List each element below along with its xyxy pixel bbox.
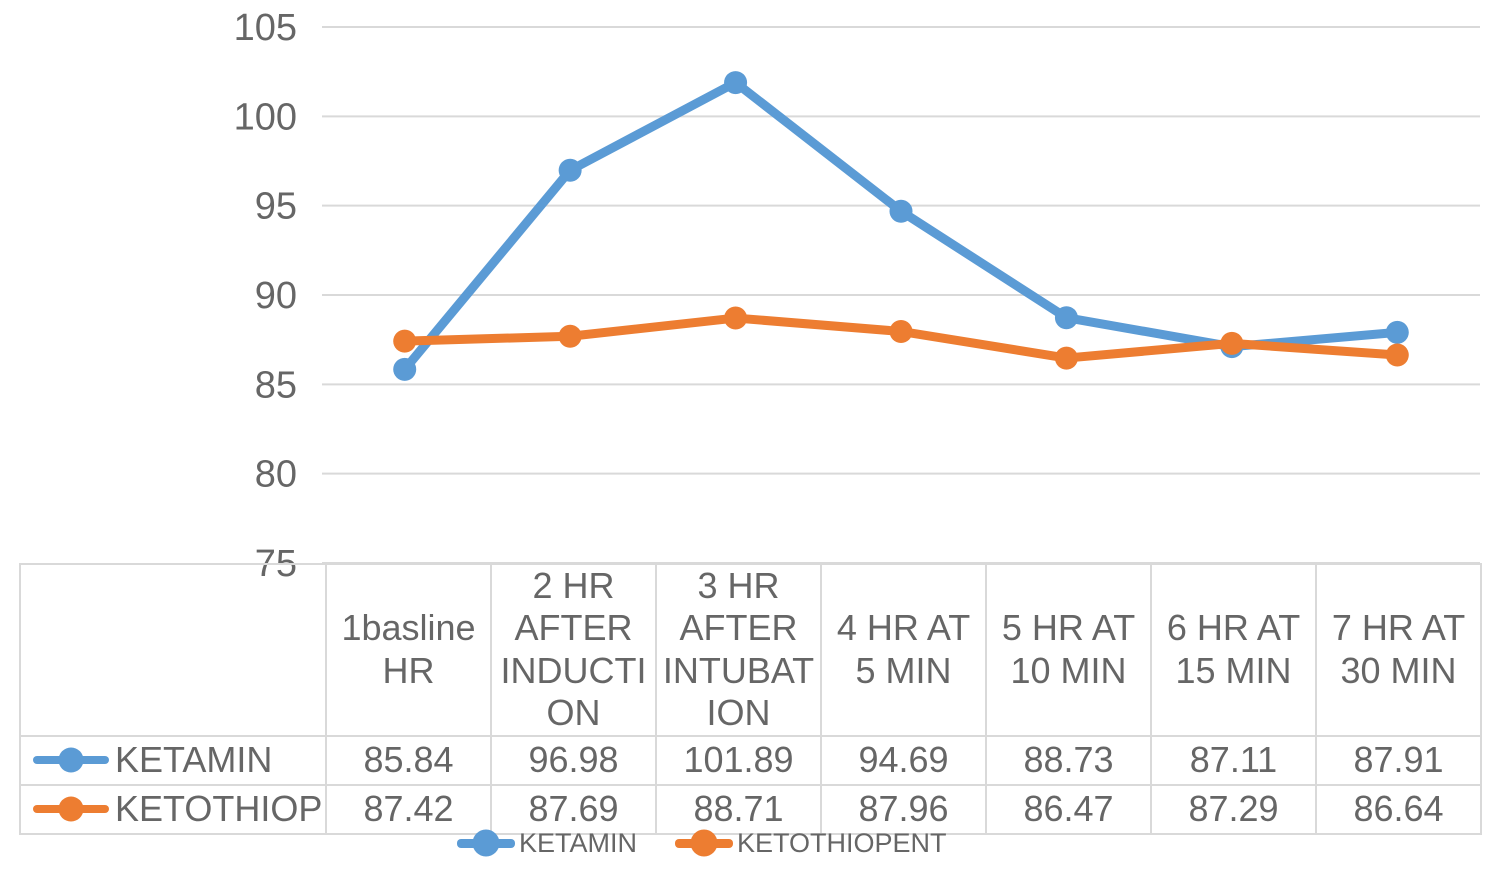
table-header-row: 1basline HR 2 HR AFTER INDUCTION 3 HR AF… [19, 563, 1482, 737]
y-axis-tick-label: 80 [255, 454, 297, 496]
table-cell: 96.98 [490, 734, 657, 786]
column-header: 7 HR AT 30 MIN [1315, 563, 1482, 737]
y-axis-tick-label: 100 [234, 96, 297, 138]
table-cell: 87.96 [820, 783, 987, 835]
table-cell: 87.91 [1315, 734, 1482, 786]
table-cell: 88.73 [985, 734, 1152, 786]
column-header: 3 HR AFTER INTUBATION [655, 563, 822, 737]
data-point-marker-ketamin [1385, 320, 1409, 344]
legend-label: KETOTHIOPENT [737, 828, 947, 858]
data-point-marker-ketamin [393, 357, 417, 381]
data-point-marker-ketothiopent [1054, 346, 1078, 370]
table-cell: 86.64 [1315, 783, 1482, 835]
legend-label: KETAMIN [519, 828, 638, 858]
table-cell: 94.69 [820, 734, 987, 786]
table-cell: 86.47 [985, 783, 1152, 835]
column-header: 1basline HR [325, 563, 492, 737]
table-cell: 87.42 [325, 783, 492, 835]
data-point-marker-ketothiopent [393, 329, 417, 353]
legend-item-ketothiopent: KETOTHIOPENT [675, 827, 947, 859]
column-header: 2 HR AFTER INDUCTION [490, 563, 657, 737]
chart-data-table: 1basline HR 2 HR AFTER INDUCTION 3 HR AF… [19, 563, 1482, 835]
line-marker-icon [457, 838, 515, 848]
y-axis-tick-label: 95 [255, 186, 297, 228]
y-axis-tick-label: 90 [255, 275, 297, 317]
chart-legend: KETAMIN KETOTHIOPENT [457, 827, 947, 859]
data-point-marker-ketamin [889, 199, 913, 223]
data-point-marker-ketamin [724, 71, 748, 95]
table-cell: 88.71 [655, 783, 822, 835]
series-label-cell: KETOTHIOPENT [19, 783, 327, 835]
y-axis-tick-label: 105 [234, 7, 297, 49]
data-point-marker-ketamin [1054, 306, 1078, 330]
table-cell: 87.69 [490, 783, 657, 835]
table-row-ketothiopent: KETOTHIOPENT 87.42 87.69 88.71 87.96 86.… [19, 783, 1482, 835]
data-point-marker-ketamin [558, 158, 582, 182]
series-name: KETOTHIOPENT [115, 788, 324, 830]
column-header: 5 HR AT 10 MIN [985, 563, 1152, 737]
data-point-marker-ketothiopent [724, 306, 748, 330]
line-marker-icon [33, 805, 109, 814]
data-point-marker-ketothiopent [1220, 331, 1244, 355]
table-corner-cell [19, 563, 327, 737]
line-marker-icon [675, 838, 734, 848]
legend-item-ketamin: KETAMIN [457, 827, 637, 859]
table-cell: 87.11 [1150, 734, 1317, 786]
table-cell: 85.84 [325, 734, 492, 786]
table-cell: 87.29 [1150, 783, 1317, 835]
table-row-ketamin: KETAMIN 85.84 96.98 101.89 94.69 88.73 8… [19, 734, 1482, 786]
data-point-marker-ketothiopent [889, 319, 913, 343]
y-axis-tick-label: 85 [255, 364, 297, 406]
data-point-marker-ketothiopent [1385, 343, 1409, 367]
column-header: 4 HR AT 5 MIN [820, 563, 987, 737]
table-cell: 101.89 [655, 734, 822, 786]
series-label-cell: KETAMIN [19, 734, 327, 786]
column-header: 6 HR AT 15 MIN [1150, 563, 1317, 737]
line-marker-icon [33, 756, 109, 765]
data-point-marker-ketothiopent [558, 324, 582, 348]
series-name: KETAMIN [115, 739, 273, 781]
